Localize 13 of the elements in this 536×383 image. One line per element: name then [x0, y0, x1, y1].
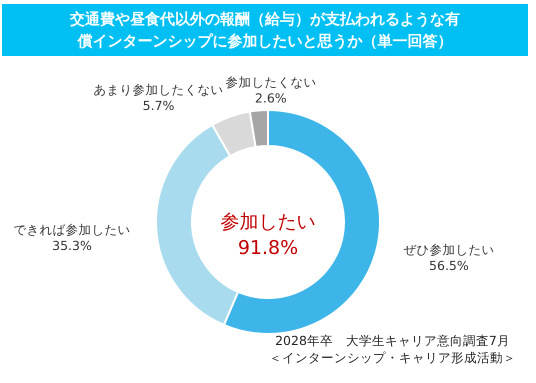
slice-label: できれば参加したい [13, 222, 130, 238]
data-label: 5.7% [142, 98, 175, 114]
text: 91.8% [238, 237, 298, 259]
text: 2028年卒 大学生キャリア意向調査7月 [274, 332, 511, 349]
text: ＜インターンシップ・キャリア形成活動＞ [269, 349, 516, 366]
data-label: 2.6% [254, 90, 287, 106]
slice-label: 参加したくない [225, 74, 316, 90]
text: 参加したい [220, 211, 316, 233]
slice-label: ぜひ参加したい [403, 242, 494, 258]
slice-label: あまり参加したくない [94, 82, 224, 98]
data-label: 35.3% [52, 238, 92, 254]
chart-title: 交通費や昼食代以外の報酬（給与）が支払われるような有償インターンシップに参加したいと思うか（単一回答） [2, 4, 528, 56]
data-label: 56.5% [429, 258, 469, 274]
